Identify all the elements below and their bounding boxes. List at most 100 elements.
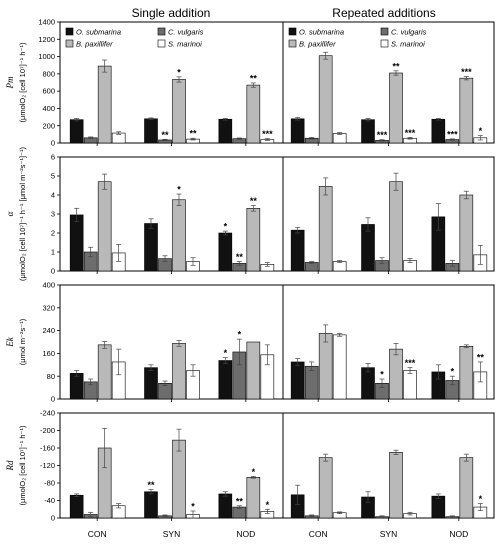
bar xyxy=(318,457,333,519)
legend-swatch xyxy=(380,27,389,36)
significance-marker: * xyxy=(177,67,181,77)
bar xyxy=(318,333,333,400)
bar xyxy=(459,457,474,519)
y-axis-unit: (μmolO₂ [cell 10⁷]⁻¹ h⁻¹) xyxy=(18,425,27,505)
column-title-repeated: Repeated additions xyxy=(332,6,435,20)
bar xyxy=(304,365,319,400)
x-category-label: NOD xyxy=(449,529,468,539)
significance-marker: *** xyxy=(262,129,273,139)
y-axis-unit: (μmolO₂ [cell 10⁷]⁻¹ h⁻¹) xyxy=(18,42,27,122)
bar xyxy=(318,55,333,144)
legend-label: O. submarina xyxy=(299,28,344,37)
panel-2-1: ******* xyxy=(282,284,495,402)
bar xyxy=(332,261,347,272)
bar xyxy=(361,367,375,400)
bar xyxy=(389,181,403,272)
bar xyxy=(246,477,261,519)
legend-swatch xyxy=(65,39,74,48)
y-tick-label: -40 xyxy=(44,496,55,505)
panel-3-1: CON SYN NOD * xyxy=(282,412,495,539)
bar xyxy=(389,348,403,400)
legend-label: C. vulgaris xyxy=(391,28,427,37)
y-axis-symbol: α xyxy=(5,211,15,216)
y-tick-label: -120 xyxy=(40,461,55,470)
significance-marker: ** xyxy=(392,61,400,71)
significance-marker: * xyxy=(451,367,455,377)
y-tick-label: 0 xyxy=(51,395,55,404)
legend-label: O. submarina xyxy=(76,28,121,37)
significance-marker: ** xyxy=(250,73,258,83)
bar xyxy=(246,341,261,400)
significance-marker: ** xyxy=(189,129,197,139)
bar xyxy=(431,118,446,144)
y-axis-symbol: Rd xyxy=(5,460,15,471)
panel-2-0: ** xyxy=(59,284,284,402)
significance-marker: * xyxy=(479,126,483,136)
legend-swatch xyxy=(65,27,74,36)
bar xyxy=(144,491,158,519)
y-tick-label: 1 xyxy=(51,248,55,257)
row-1: α (μmolO₂ [cell 10⁷]⁻¹ h⁻¹ [μmol m⁻²s⁻¹]⁻… xyxy=(5,146,495,281)
significance-marker: ** xyxy=(477,352,485,362)
bar xyxy=(69,119,84,144)
bar xyxy=(97,181,112,272)
bar xyxy=(389,72,403,144)
bar xyxy=(318,186,333,272)
y-tick-label: 160 xyxy=(42,349,55,358)
legend-swatch xyxy=(288,39,297,48)
bar xyxy=(290,361,305,400)
legend-label: S. marinoi xyxy=(168,40,202,49)
y-tick-label: 5 xyxy=(51,172,55,181)
y-tick-label: 1000 xyxy=(38,52,55,61)
y-axis-unit: (μmolO₂ [cell 10⁷]⁻¹ h⁻¹ [μmol m⁻²s⁻¹]⁻¹… xyxy=(18,146,27,281)
y-tick-label: 600 xyxy=(42,87,55,96)
y-tick-label: 0 xyxy=(51,514,55,523)
bar xyxy=(290,229,305,272)
significance-marker: *** xyxy=(405,128,416,138)
significance-marker: * xyxy=(177,185,181,195)
y-tick-label: -200 xyxy=(40,426,55,435)
row-0: Pm (μmolO₂ [cell 10⁷]⁻¹ h⁻¹) 0 200 400 600 800… xyxy=(5,18,495,148)
y-tick-label: 240 xyxy=(42,326,55,335)
significance-marker: *** xyxy=(405,358,416,368)
legend-label: B. paxillifer xyxy=(299,40,336,49)
significance-marker: * xyxy=(266,500,270,510)
bar xyxy=(69,214,84,272)
panel-1-1 xyxy=(282,156,495,274)
y-axis-symbol: Pm xyxy=(5,76,15,89)
significance-marker: ** xyxy=(250,196,258,206)
legend-swatch xyxy=(288,27,297,36)
panel-0-1: ******** *******O. submarina C. vulgarisB.… xyxy=(282,21,495,146)
legend-label: C. vulgaris xyxy=(168,28,204,37)
bar xyxy=(69,494,84,519)
bar xyxy=(290,118,305,144)
significance-marker: * xyxy=(191,502,195,512)
significance-marker: * xyxy=(224,222,228,232)
bar xyxy=(144,223,158,272)
bar xyxy=(389,452,403,519)
significance-marker: *** xyxy=(447,129,458,139)
x-category-label: SYN xyxy=(380,529,397,539)
panel-1-0: ****** xyxy=(59,156,284,274)
bar xyxy=(172,79,186,144)
y-tick-label: 400 xyxy=(42,104,55,113)
legend-swatch xyxy=(157,27,166,36)
bar xyxy=(144,118,158,144)
y-tick-label: 0 xyxy=(51,267,55,276)
significance-marker: *** xyxy=(461,67,472,77)
bar xyxy=(97,65,112,144)
bar xyxy=(246,84,261,144)
bar xyxy=(332,334,347,400)
y-tick-label: 1200 xyxy=(38,35,55,44)
y-tick-label: 200 xyxy=(42,121,55,130)
y-tick-label: 800 xyxy=(42,69,55,78)
bar xyxy=(218,360,233,400)
bar xyxy=(172,199,186,272)
bar xyxy=(144,367,158,400)
bar xyxy=(431,495,446,519)
y-axis-symbol: Ek xyxy=(5,336,15,347)
x-category-label: NOD xyxy=(236,529,255,539)
significance-marker: * xyxy=(479,494,483,504)
significance-marker: * xyxy=(380,370,384,380)
